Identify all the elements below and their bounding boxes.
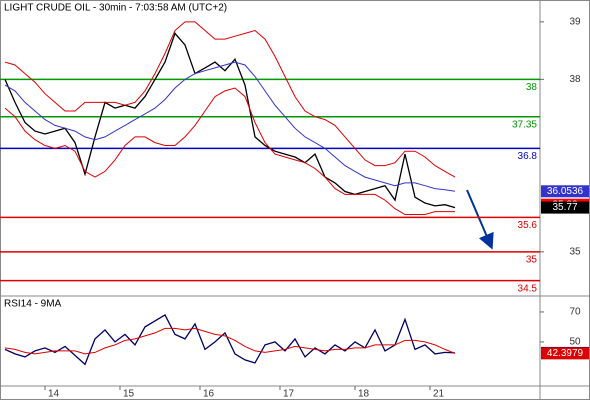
- series-line: [4, 61, 456, 192]
- chart-title: LIGHT CRUDE OIL - 30min - 7:03:58 AM (UT…: [4, 3, 227, 14]
- x-tick-label: 18: [358, 389, 370, 400]
- x-tick-label: 14: [48, 389, 60, 400]
- level-label: 34.5: [518, 283, 538, 294]
- price-tag-label: 42.3979: [547, 348, 584, 359]
- rsi-title: RSI14 - 9MA: [4, 299, 62, 310]
- price-tag-label: 36.0536: [547, 186, 584, 197]
- series-line: [4, 32, 456, 209]
- level-label: 35: [526, 255, 538, 266]
- x-tick-label: 15: [123, 389, 135, 400]
- price-tag: [541, 201, 589, 214]
- level-label: 37.35: [512, 119, 537, 130]
- y-tick-label: 39: [569, 16, 581, 27]
- y-tick-label: 35: [569, 247, 581, 258]
- level-label: 35.6: [518, 220, 538, 231]
- level-label: 38: [526, 82, 538, 93]
- series-line: [4, 313, 456, 366]
- y-tick-label: 50: [569, 337, 581, 348]
- x-tick-label: 21: [433, 389, 445, 400]
- price-tag-label: 35.77: [552, 202, 577, 213]
- series-line: [4, 87, 455, 215]
- y-tick-label: 70: [569, 307, 581, 318]
- series-line: [4, 327, 456, 355]
- price-tag: [541, 347, 589, 360]
- price-tag: [541, 185, 589, 198]
- x-tick-label: 16: [203, 389, 215, 400]
- series-line: [4, 21, 456, 178]
- level-label: 36.8: [518, 151, 538, 162]
- x-tick-label: 17: [283, 389, 295, 400]
- y-tick-label: 38: [569, 74, 581, 85]
